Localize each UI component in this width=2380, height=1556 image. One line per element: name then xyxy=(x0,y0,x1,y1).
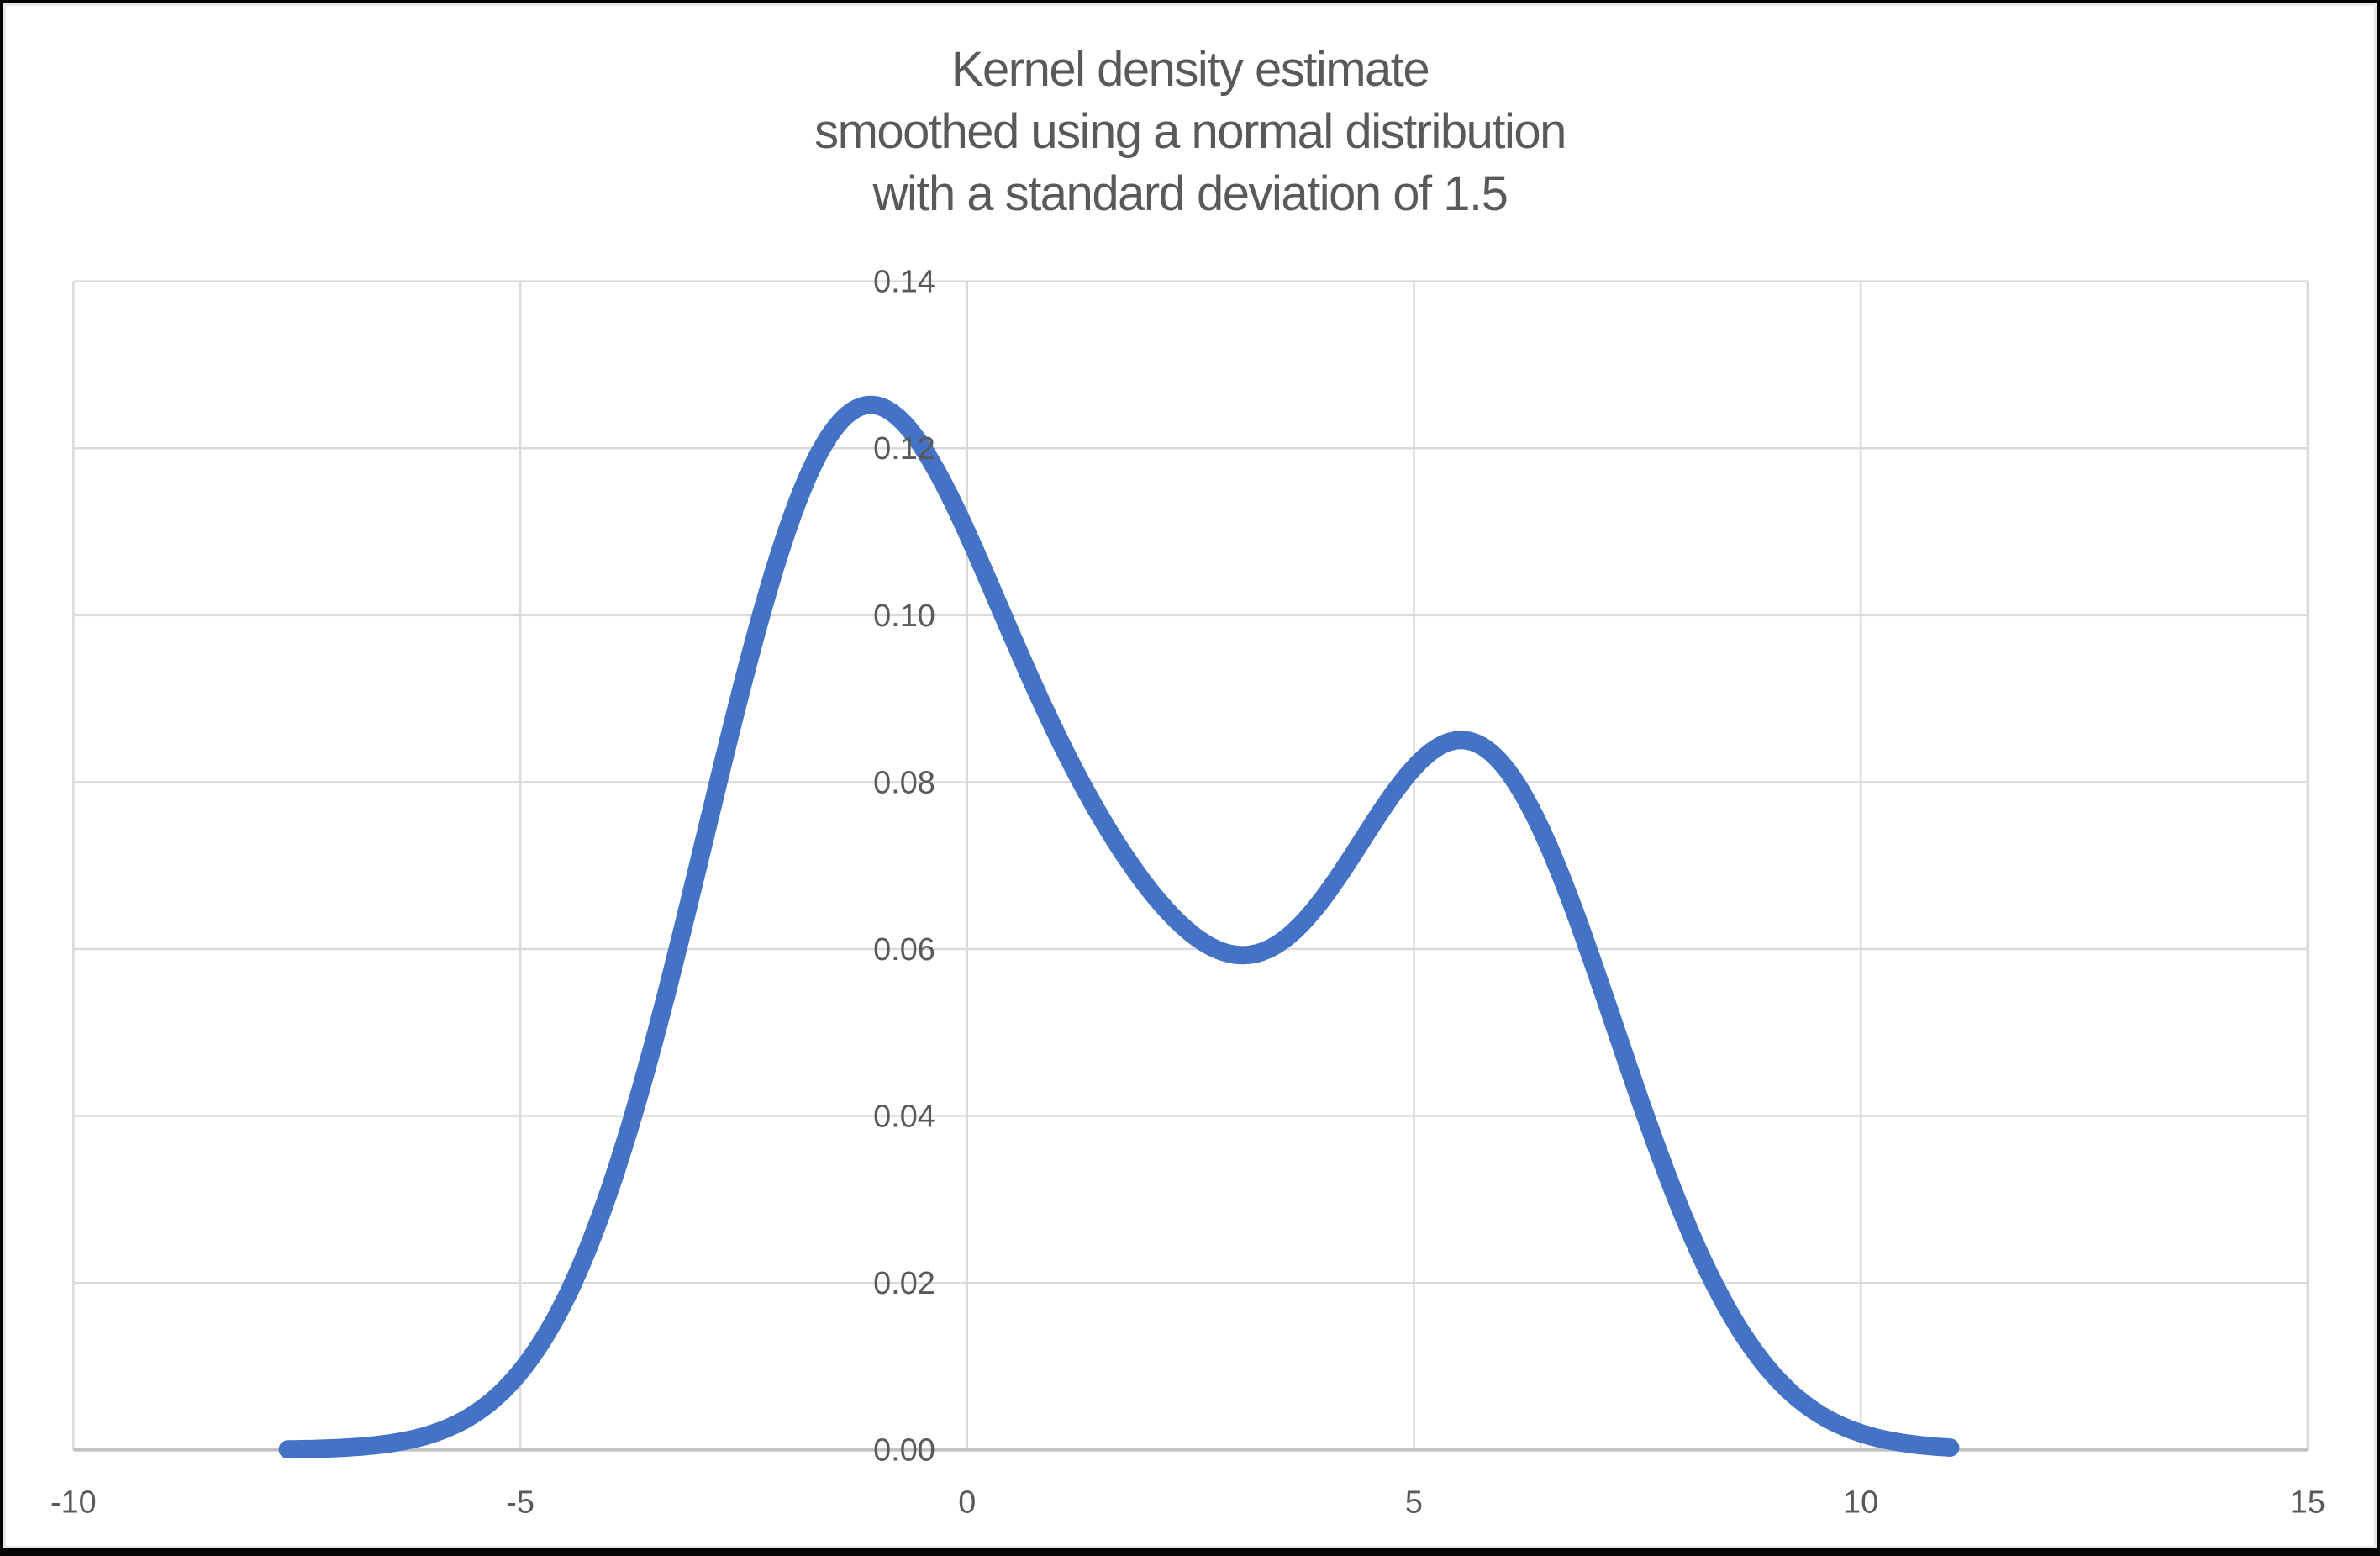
y-tick-label-0.08: 0.08 xyxy=(873,765,935,800)
y-axis-tick-labels: 0.00 0.02 0.04 0.06 0.08 0.10 0.12 0.14 xyxy=(873,265,935,1469)
y-tick-label-0.14: 0.14 xyxy=(873,265,935,300)
x-tick-label--5: -5 xyxy=(506,1485,534,1520)
x-tick-label-10: 10 xyxy=(1843,1485,1878,1520)
chart-title-line-3: with a standard deviation of 1.5 xyxy=(872,166,1509,221)
y-tick-label-0.10: 0.10 xyxy=(873,599,935,634)
y-tick-label-0.06: 0.06 xyxy=(873,932,935,968)
horizontal-gridlines xyxy=(73,280,2308,1284)
y-tick-label-0.12: 0.12 xyxy=(873,431,935,467)
x-tick-label-0: 0 xyxy=(958,1485,976,1520)
y-tick-label-0.02: 0.02 xyxy=(873,1266,935,1301)
kde-curve-path xyxy=(278,395,1960,1459)
vertical-gridlines xyxy=(72,281,2309,1450)
y-tick-label-0.04: 0.04 xyxy=(873,1100,935,1135)
y-tick-label-0.00: 0.00 xyxy=(873,1433,935,1469)
x-tick-label-15: 15 xyxy=(2290,1485,2325,1520)
kde-curve xyxy=(278,395,1960,1459)
chart-title-line-1: Kernel density estimate xyxy=(950,42,1430,97)
x-axis-tick-labels: -10 -5 0 5 10 15 xyxy=(50,1485,2325,1520)
x-tick-label--10: -10 xyxy=(50,1485,97,1520)
chart-title-line-2: smoothed using a normal distribution xyxy=(814,104,1566,159)
x-tick-label-5: 5 xyxy=(1405,1485,1423,1520)
chart-canvas: 0.00 0.02 0.04 0.06 0.08 0.10 0.12 0.14 -10 -5 0 5… xyxy=(50,265,2325,1521)
chart-title: Kernel density estimate smoothed using a… xyxy=(3,39,2377,225)
